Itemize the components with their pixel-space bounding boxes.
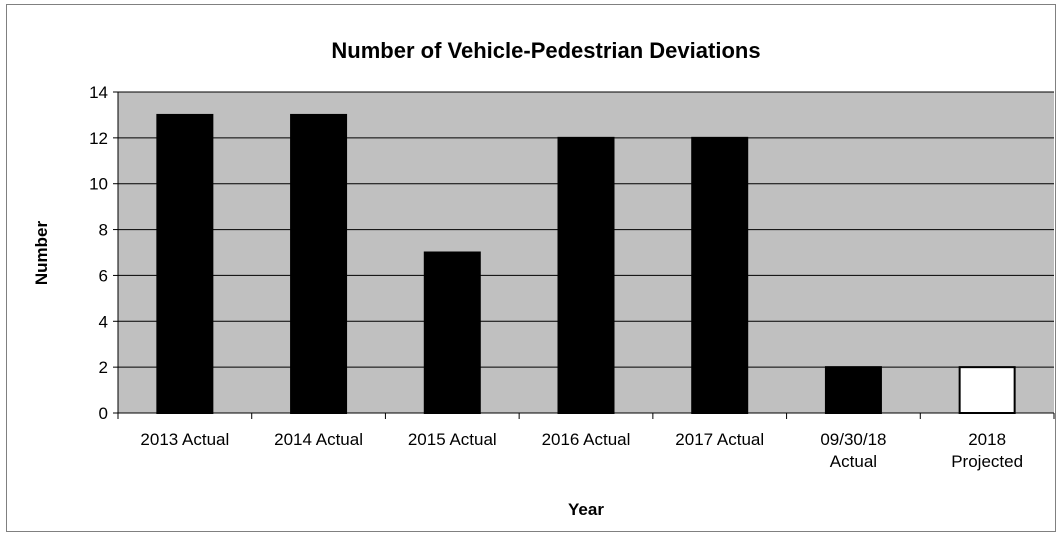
chart-title: Number of Vehicle-Pedestrian Deviations [331, 38, 760, 63]
y-tick-label: 6 [99, 266, 108, 285]
x-tick-label: Actual [830, 452, 877, 471]
bar [691, 136, 749, 414]
bar [423, 251, 481, 414]
y-tick-label: 10 [89, 175, 108, 194]
x-tick-label: 2014 Actual [274, 430, 363, 449]
y-tick-label: 8 [99, 221, 108, 240]
bar [557, 136, 615, 414]
y-tick-label: 2 [99, 358, 108, 377]
x-tick-label: 2018 [968, 430, 1006, 449]
bar [824, 366, 882, 414]
axes [113, 91, 1055, 419]
x-axis-title: Year [568, 500, 604, 519]
x-tick-label: 2013 Actual [140, 430, 229, 449]
y-tick-label: 14 [89, 83, 108, 102]
x-tick-labels: 2013 Actual 2014 Actual 2015 Actual 2016 Ac… [140, 430, 1023, 471]
x-tick-label: 09/30/18 [820, 430, 886, 449]
y-tick-labels: 0 2 4 6 8 10 12 14 [89, 83, 108, 423]
y-tick-label: 0 [99, 404, 108, 423]
y-tick-label: 12 [89, 129, 108, 148]
bar [958, 366, 1016, 414]
x-tick-label: 2015 Actual [408, 430, 497, 449]
bar [290, 113, 348, 415]
bar [156, 113, 214, 415]
y-tick-label: 4 [99, 312, 108, 331]
x-tick-label: 2016 Actual [542, 430, 631, 449]
y-axis-title: Number [32, 221, 51, 286]
x-tick-label: Projected [951, 452, 1023, 471]
x-tick-label: 2017 Actual [675, 430, 764, 449]
